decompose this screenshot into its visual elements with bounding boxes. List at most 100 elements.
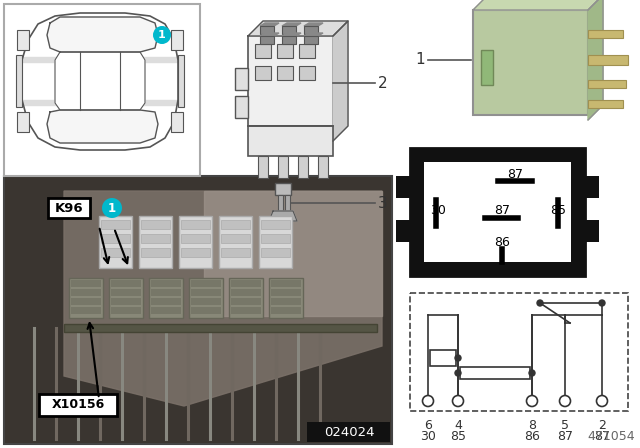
Text: 86: 86 (494, 236, 510, 249)
Circle shape (559, 396, 570, 406)
Bar (460, 367, 530, 379)
Bar (255, 44, 271, 58)
Polygon shape (269, 211, 297, 221)
Bar (191, 280, 221, 287)
Text: 30: 30 (430, 204, 446, 217)
Bar (259, 216, 292, 268)
Text: 30: 30 (420, 430, 436, 443)
Bar (248, 36, 333, 126)
Text: 85: 85 (450, 430, 466, 443)
Polygon shape (282, 33, 301, 36)
Circle shape (537, 300, 543, 306)
Bar (410, 148, 585, 276)
Bar (151, 280, 181, 287)
Bar (109, 278, 143, 318)
Bar (16, 55, 22, 107)
Text: 87: 87 (594, 430, 610, 443)
Circle shape (455, 355, 461, 361)
Bar (304, 26, 318, 34)
Bar (69, 278, 103, 318)
Bar (189, 278, 223, 318)
Bar (396, 176, 412, 198)
Bar (149, 278, 183, 318)
Circle shape (599, 300, 605, 306)
Bar (71, 307, 101, 314)
Bar (111, 307, 141, 314)
Bar (261, 220, 290, 229)
Circle shape (455, 370, 461, 376)
Bar (141, 220, 170, 229)
Circle shape (596, 396, 607, 406)
Bar (583, 176, 599, 198)
Bar (101, 234, 130, 243)
Bar (4, 4, 200, 176)
Bar (181, 220, 210, 229)
Text: 4: 4 (454, 419, 462, 432)
Bar (221, 220, 250, 229)
Bar (231, 280, 261, 287)
Bar (151, 289, 181, 296)
Text: 3: 3 (378, 195, 388, 211)
Circle shape (422, 396, 433, 406)
Polygon shape (22, 57, 178, 62)
Polygon shape (47, 110, 158, 143)
Bar (588, 30, 623, 38)
Bar (396, 220, 412, 242)
Bar (278, 156, 288, 178)
Bar (278, 195, 283, 211)
Bar (255, 66, 271, 80)
Polygon shape (473, 0, 603, 10)
Polygon shape (64, 191, 382, 406)
Text: 024024: 024024 (324, 426, 374, 439)
Bar (71, 298, 101, 305)
Bar (111, 298, 141, 305)
Bar (261, 234, 290, 243)
Bar (191, 307, 221, 314)
Text: 87: 87 (557, 430, 573, 443)
Text: 1: 1 (108, 202, 116, 215)
Polygon shape (333, 21, 348, 141)
Bar (299, 44, 315, 58)
Polygon shape (260, 33, 279, 36)
Circle shape (153, 26, 171, 44)
Bar (99, 216, 132, 268)
Text: 2: 2 (378, 76, 388, 90)
Circle shape (527, 396, 538, 406)
Bar (101, 220, 130, 229)
Polygon shape (47, 17, 158, 52)
Bar (17, 30, 29, 50)
Polygon shape (304, 23, 323, 26)
Bar (275, 183, 291, 195)
Bar (261, 248, 290, 257)
Bar (181, 248, 210, 257)
Text: 2: 2 (598, 419, 606, 432)
Bar (285, 195, 290, 211)
Bar (588, 55, 628, 65)
Polygon shape (55, 52, 145, 110)
Bar (235, 96, 248, 118)
Bar (191, 298, 221, 305)
Bar (231, 307, 261, 314)
Text: 8: 8 (528, 419, 536, 432)
Bar (181, 234, 210, 243)
Bar (139, 216, 172, 268)
Bar (277, 66, 293, 80)
Bar (430, 350, 456, 366)
Bar (151, 307, 181, 314)
Bar (231, 289, 261, 296)
Text: 471054: 471054 (588, 430, 635, 443)
Bar (141, 248, 170, 257)
Bar (271, 307, 301, 314)
Bar (64, 324, 377, 332)
Bar (17, 112, 29, 132)
Text: 86: 86 (524, 430, 540, 443)
Bar (235, 68, 248, 90)
Bar (4, 176, 392, 444)
Bar (248, 126, 333, 156)
Bar (141, 234, 170, 243)
Bar (71, 289, 101, 296)
Bar (219, 216, 252, 268)
Bar (473, 10, 588, 115)
Bar (410, 293, 628, 411)
Polygon shape (282, 23, 301, 26)
